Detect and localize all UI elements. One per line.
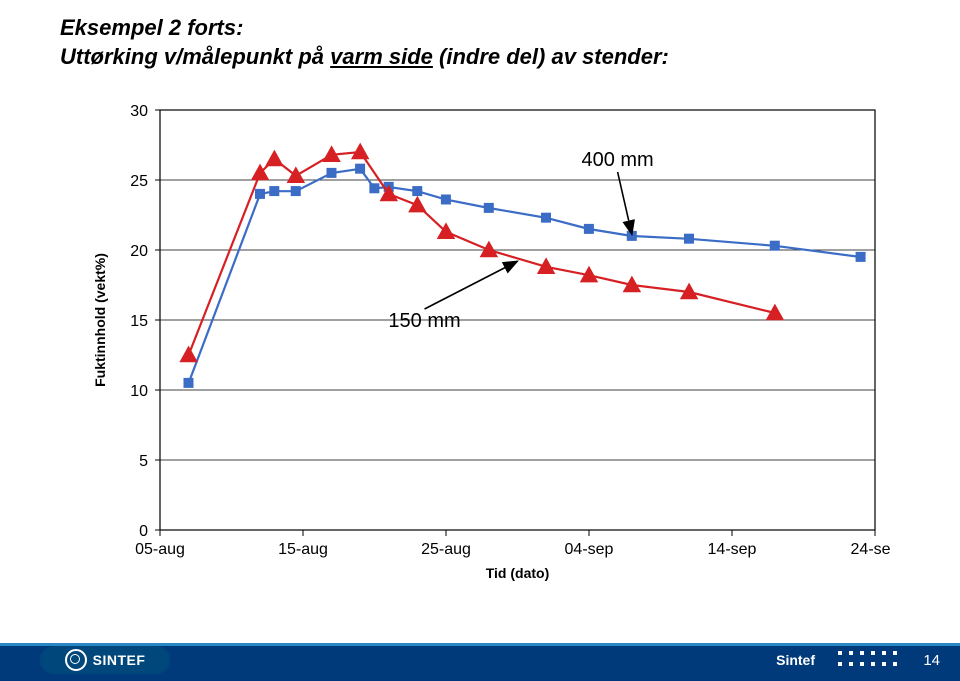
svg-text:Fuktinnhold (vekt%): Fuktinnhold (vekt%) (92, 253, 108, 387)
logo-icon (65, 649, 87, 671)
footer-company: Sintef (776, 652, 815, 668)
svg-text:10: 10 (130, 383, 148, 400)
svg-text:04-sep: 04-sep (565, 541, 614, 558)
svg-text:5: 5 (139, 453, 148, 470)
footer-bar: SINTEF Sintef 14 (0, 643, 960, 681)
svg-text:30: 30 (130, 103, 148, 120)
logo-pill: SINTEF (40, 646, 170, 674)
title-line1: Eksempel 2 forts: (60, 15, 243, 40)
svg-text:25-aug: 25-aug (421, 541, 471, 558)
svg-text:05-aug: 05-aug (135, 541, 185, 558)
svg-text:150 mm: 150 mm (388, 310, 460, 332)
svg-text:Tid (dato): Tid (dato) (486, 565, 550, 581)
slide-title: Eksempel 2 forts: Uttørking v/målepunkt … (60, 14, 669, 71)
svg-text:24-sep: 24-sep (851, 541, 890, 558)
svg-text:14-sep: 14-sep (708, 541, 757, 558)
svg-text:25: 25 (130, 173, 148, 190)
dots-icon (838, 651, 900, 669)
logo-text: SINTEF (93, 652, 146, 668)
chart-svg: 0 5 10 15 20 25 30 05-aug 15-aug 25-aug 04-sep 14-s… (60, 100, 890, 590)
svg-text:0: 0 (139, 523, 148, 540)
svg-text:20: 20 (130, 243, 148, 260)
svg-text:15: 15 (130, 313, 148, 330)
page-number: 14 (923, 652, 940, 669)
title-line2b: (indre del) av stender: (433, 44, 669, 69)
title-line2-u: varm side (330, 44, 433, 69)
svg-text:400 mm: 400 mm (581, 149, 653, 171)
title-line2a: Uttørking v/målepunkt på (60, 44, 330, 69)
svg-text:15-aug: 15-aug (278, 541, 328, 558)
chart: 0 5 10 15 20 25 30 05-aug 15-aug 25-aug 04-sep 14-s… (60, 100, 890, 590)
